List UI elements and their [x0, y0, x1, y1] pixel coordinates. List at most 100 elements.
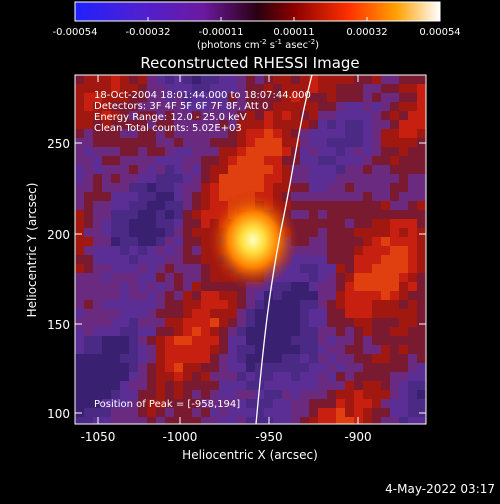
image-pixel	[381, 327, 390, 336]
image-pixel	[417, 300, 426, 309]
image-pixel	[237, 84, 246, 93]
x-tick-label: -1000	[163, 430, 198, 444]
image-pixel	[345, 246, 354, 255]
image-pixel	[165, 84, 174, 93]
image-pixel	[192, 102, 201, 111]
image-pixel	[291, 219, 300, 228]
image-pixel	[291, 300, 300, 309]
image-pixel	[408, 93, 417, 102]
image-pixel	[93, 129, 102, 138]
image-pixel	[282, 417, 291, 424]
image-pixel	[165, 336, 174, 345]
image-pixel	[174, 345, 183, 354]
image-pixel	[93, 372, 102, 381]
image-pixel	[309, 120, 318, 129]
image-pixel	[327, 282, 336, 291]
image-pixel	[354, 93, 363, 102]
image-pixel	[399, 111, 408, 120]
image-pixel	[111, 327, 120, 336]
image-pixel	[138, 291, 147, 300]
image-pixel	[84, 111, 93, 120]
image-pixel	[318, 174, 327, 183]
image-pixel	[300, 201, 309, 210]
image-pixel	[372, 210, 381, 219]
image-pixel	[156, 318, 165, 327]
image-pixel	[183, 75, 192, 84]
image-pixel	[318, 111, 327, 120]
image-pixel	[219, 291, 228, 300]
image-pixel	[273, 345, 282, 354]
image-pixel	[282, 183, 291, 192]
image-pixel	[318, 264, 327, 273]
image-pixel	[273, 282, 282, 291]
image-pixel	[399, 336, 408, 345]
image-pixel	[219, 390, 228, 399]
image-pixel	[111, 147, 120, 156]
image-pixel	[156, 354, 165, 363]
image-pixel	[336, 417, 345, 424]
image-pixel	[183, 255, 192, 264]
image-pixel	[390, 354, 399, 363]
image-pixel	[309, 93, 318, 102]
image-pixel	[354, 120, 363, 129]
image-pixel	[354, 390, 363, 399]
image-pixel	[156, 399, 165, 408]
image-pixel	[192, 336, 201, 345]
image-pixel	[84, 282, 93, 291]
image-pixel	[138, 219, 147, 228]
image-pixel	[336, 219, 345, 228]
image-pixel	[291, 291, 300, 300]
image-pixel	[147, 327, 156, 336]
image-pixel	[408, 147, 417, 156]
image-pixel	[93, 336, 102, 345]
image-pixel	[210, 165, 219, 174]
image-pixel	[156, 228, 165, 237]
image-pixel	[111, 318, 120, 327]
image-pixel	[156, 363, 165, 372]
image-pixel	[183, 327, 192, 336]
image-pixel	[291, 102, 300, 111]
image-pixel	[399, 237, 408, 246]
image-pixel	[363, 417, 372, 424]
image-pixel	[75, 264, 84, 273]
image-pixel	[399, 219, 408, 228]
image-pixel	[300, 84, 309, 93]
image-pixel	[345, 318, 354, 327]
image-pixel	[165, 201, 174, 210]
image-pixel	[363, 156, 372, 165]
image-pixel	[399, 210, 408, 219]
image-pixel	[129, 120, 138, 129]
image-pixel	[102, 156, 111, 165]
image-pixel	[156, 219, 165, 228]
image-pixel	[291, 327, 300, 336]
image-pixel	[264, 354, 273, 363]
image-pixel	[138, 273, 147, 282]
x-tick-label: -950	[255, 430, 282, 444]
image-pixel	[75, 147, 84, 156]
image-pixel	[75, 381, 84, 390]
image-pixel	[129, 264, 138, 273]
image-pixel	[255, 291, 264, 300]
image-pixel	[390, 390, 399, 399]
image-pixel	[102, 417, 111, 424]
image-pixel	[273, 138, 282, 147]
image-pixel	[84, 84, 93, 93]
image-pixel	[246, 345, 255, 354]
image-pixel	[390, 237, 399, 246]
image-pixel	[273, 84, 282, 93]
image-pixel	[138, 336, 147, 345]
image-pixel	[111, 228, 120, 237]
image-pixel	[246, 372, 255, 381]
image-pixel	[345, 120, 354, 129]
image-pixel	[300, 399, 309, 408]
image-pixel	[111, 129, 120, 138]
image-pixel	[390, 228, 399, 237]
image-pixel	[210, 156, 219, 165]
image-pixel	[282, 192, 291, 201]
image-pixel	[183, 147, 192, 156]
image-pixel	[291, 111, 300, 120]
image-pixel	[138, 264, 147, 273]
image-pixel	[183, 336, 192, 345]
image-pixel	[165, 120, 174, 129]
image-pixel	[273, 354, 282, 363]
